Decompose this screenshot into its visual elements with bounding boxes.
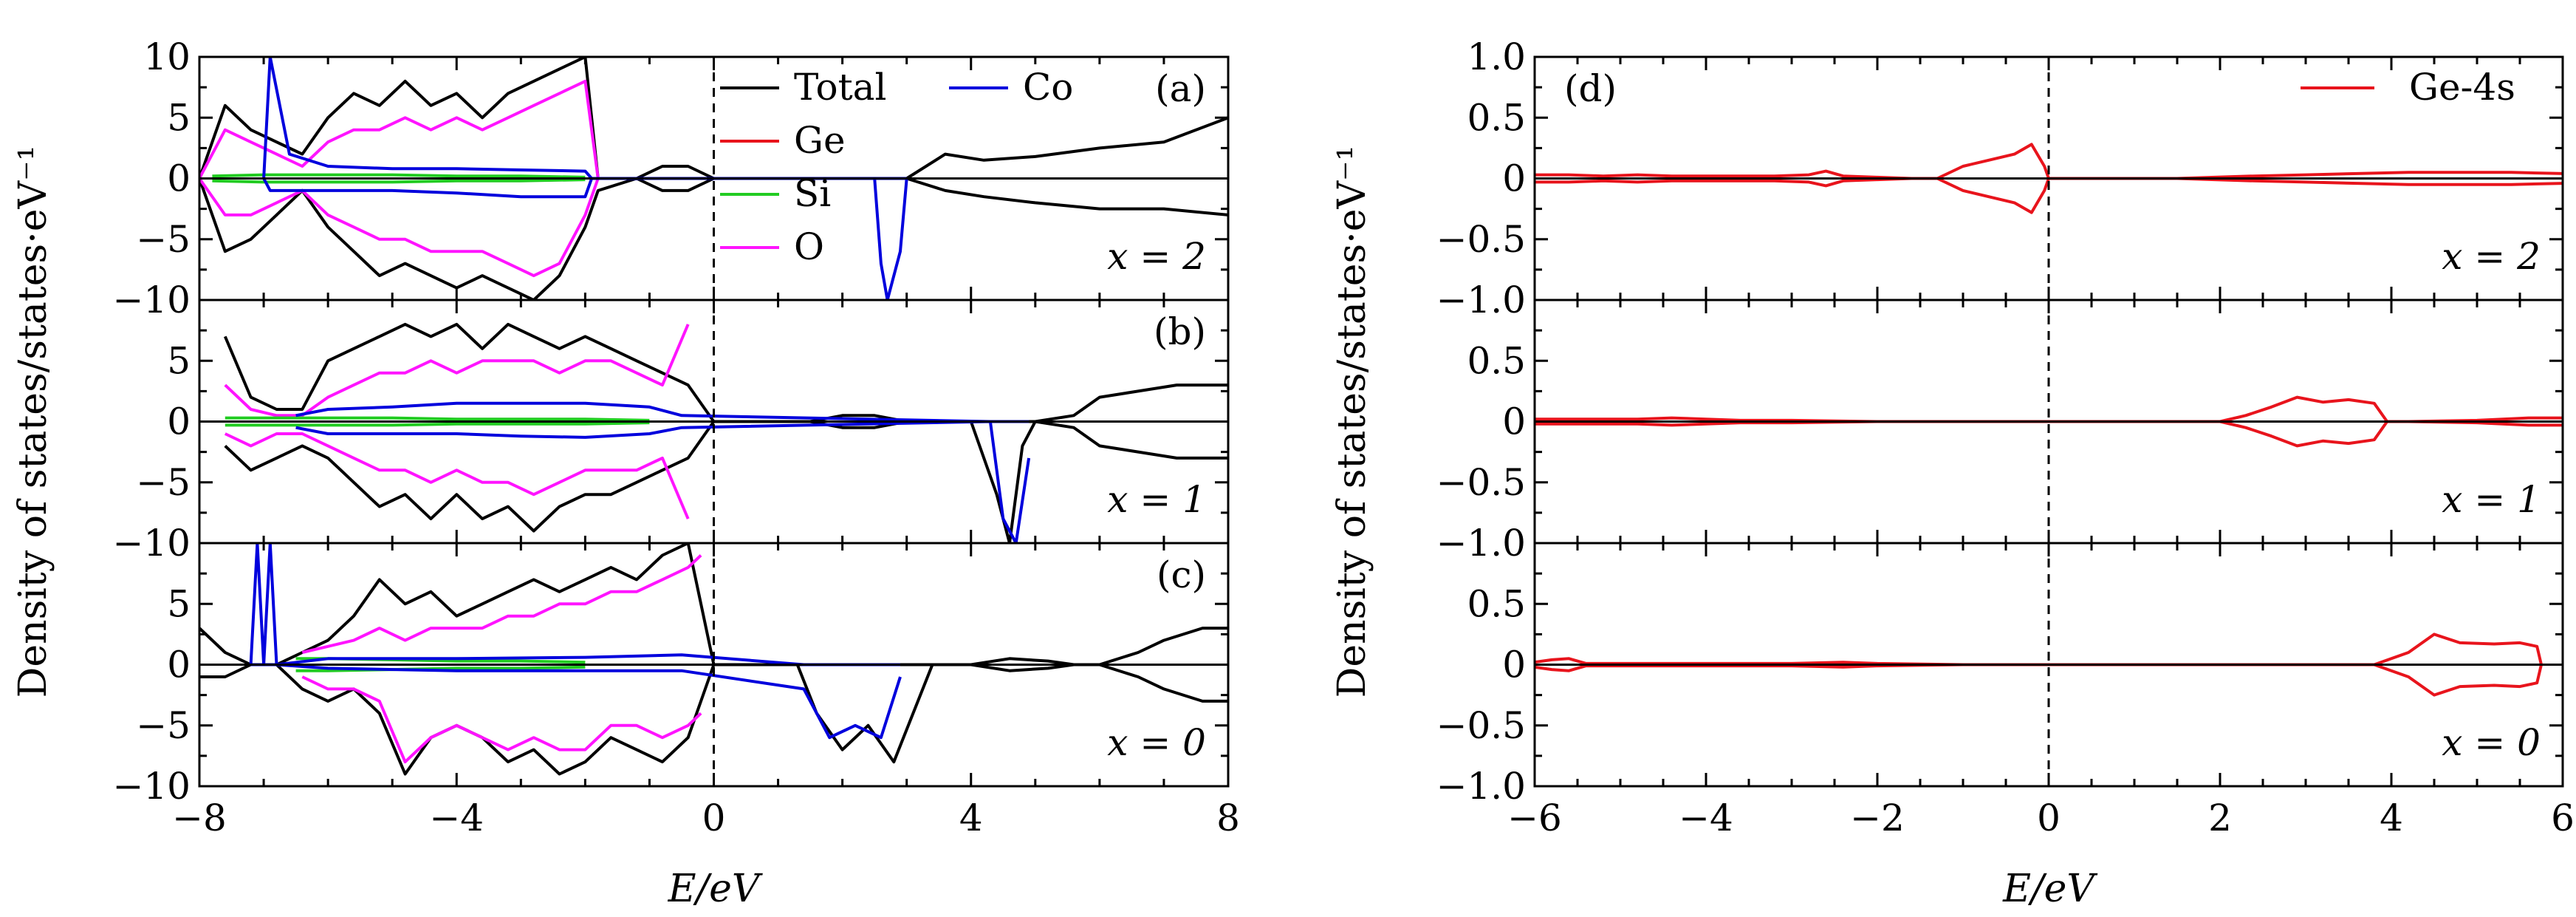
chart-left: 10 5 0 −5 −10 (a) x = 2 5 0 −5 −10 (b) x = 1 5 0 −5 −10 (… [11,35,1240,911]
series-o-up-line [199,79,600,180]
series-si-down-line [225,421,650,427]
series-o-down-line [199,177,600,278]
y-tick-label: 1.0 [1467,35,1526,78]
series-total-down-line [199,663,1228,776]
x-tick-label: −4 [1679,797,1733,839]
y-tick-label: 0.5 [1467,582,1526,625]
y-tick-label: −10 [112,765,191,808]
series-ge-4s-down-line [1535,177,2563,214]
legend-label-si: Si [794,172,831,215]
x-tick-label: 8 [1216,797,1240,839]
panel-label: (a) [1155,67,1206,110]
panel-2: 5 0 −5 −10 (c) x = 0 [112,542,1230,808]
legend-right: Ge-4s [2301,66,2515,109]
panel-5: 0.5 0 −0.5 −1.0 x = 0 [1436,542,2564,808]
x-tick-label: 4 [959,797,983,839]
composition-label: x = 2 [2442,235,2541,278]
x-tick-label: −6 [1507,797,1562,839]
composition-label: x = 0 [2442,721,2541,764]
y-tick-label: −0.5 [1436,218,1526,261]
y-tick-label: 0 [1502,157,1526,200]
x-tick-label: 2 [2208,797,2232,839]
series-o-down-line [224,432,690,519]
panel-label: (b) [1154,310,1206,353]
legend-label-o: O [794,225,824,268]
y-tick-label: 0 [1502,644,1526,686]
y-tick-label: −5 [136,218,191,261]
y-tick-label: −5 [136,461,191,504]
x-tick-label: 0 [702,797,726,839]
composition-label: x = 0 [1107,721,1206,764]
panel-series [199,57,1228,300]
series-si-up-line [225,416,650,422]
y-tick-label: 0 [167,157,191,200]
legend-label-total: Total [794,66,886,109]
panel-3: 1.0 0.5 0 −0.5 −1.0 (d) x = 2 [1436,35,2564,321]
x-tick-label: −2 [1850,797,1905,839]
panel-4: 0.5 0 −0.5 −1.0 x = 1 [1436,299,2564,565]
series-si-down-line [212,178,586,184]
chart-right: 1.0 0.5 0 −0.5 −1.0 (d) x = 2 0.5 0 −0.5 −1.0 x = 1… [1330,35,2575,911]
y-tick-label: −5 [136,704,191,747]
composition-label: x = 2 [1107,235,1206,278]
x-tick-label: 4 [2380,797,2403,839]
y-tick-label: 0 [167,400,191,443]
y-tick-label: −10 [112,279,191,321]
composition-label: x = 1 [2442,478,2541,521]
y-tick-label: −1.0 [1436,765,1526,808]
composition-label: x = 1 [1107,478,1206,521]
panel-label: (d) [1564,67,1617,110]
x-axis-label: E/eV [2002,867,2097,911]
panel-frame [198,542,1230,788]
y-tick-label: −1.0 [1436,522,1526,565]
x-tick-label: −8 [172,797,227,839]
y-axis-label: Density of states/states·eV⁻¹ [11,146,55,698]
y-tick-label: 5 [167,339,191,382]
y-tick-label: 0 [167,644,191,686]
y-tick-label: 5 [167,582,191,625]
y-tick-label: −0.5 [1436,704,1526,747]
y-tick-label: −1.0 [1436,279,1526,321]
x-tick-label: −4 [429,797,484,839]
series-total-down-line [199,177,1228,300]
legend-label-ge: Ge [794,119,846,162]
series-o-up-line [224,324,690,417]
panel-series [223,322,1228,543]
panel-0: 10 5 0 −5 −10 (a) x = 2 [112,35,1230,321]
legend-label-co: Co [1023,66,1073,109]
y-axis-label: Density of states/states·eV⁻¹ [1330,146,1374,698]
series-total-up-line [199,543,1228,667]
y-tick-label: −10 [112,522,191,565]
series-o-up-line [301,554,702,654]
legend-label-ge-4s: Ge-4s [2409,66,2515,109]
series-ge-4s-up-line [1535,633,2543,667]
x-tick-label: 0 [2037,797,2061,839]
panel-1: 5 0 −5 −10 (b) x = 1 [112,299,1230,565]
panel-frame [1533,542,2564,788]
x-axis-label: E/eV [668,867,763,911]
y-tick-label: −0.5 [1436,461,1526,504]
y-tick-label: 10 [143,35,191,78]
panel-label: (c) [1157,553,1206,596]
series-si-up-line [212,173,586,179]
series-o-down-line [301,675,702,764]
y-tick-label: 0.5 [1467,96,1526,139]
panel-series [1535,143,2563,214]
y-tick-label: 5 [167,96,191,139]
x-tick-label: 6 [2551,797,2575,839]
series-co-down-line [295,420,1031,543]
series-ge-4s-up-line [1535,143,2563,180]
series-ge-4s-down-line [1535,663,2543,697]
y-tick-label: 0 [1502,400,1526,443]
y-tick-label: 0.5 [1467,339,1526,382]
series-co-down-line [262,177,908,300]
series-total-down-line [224,420,1228,543]
legend-left: Total Co Ge Si O [720,66,1073,268]
